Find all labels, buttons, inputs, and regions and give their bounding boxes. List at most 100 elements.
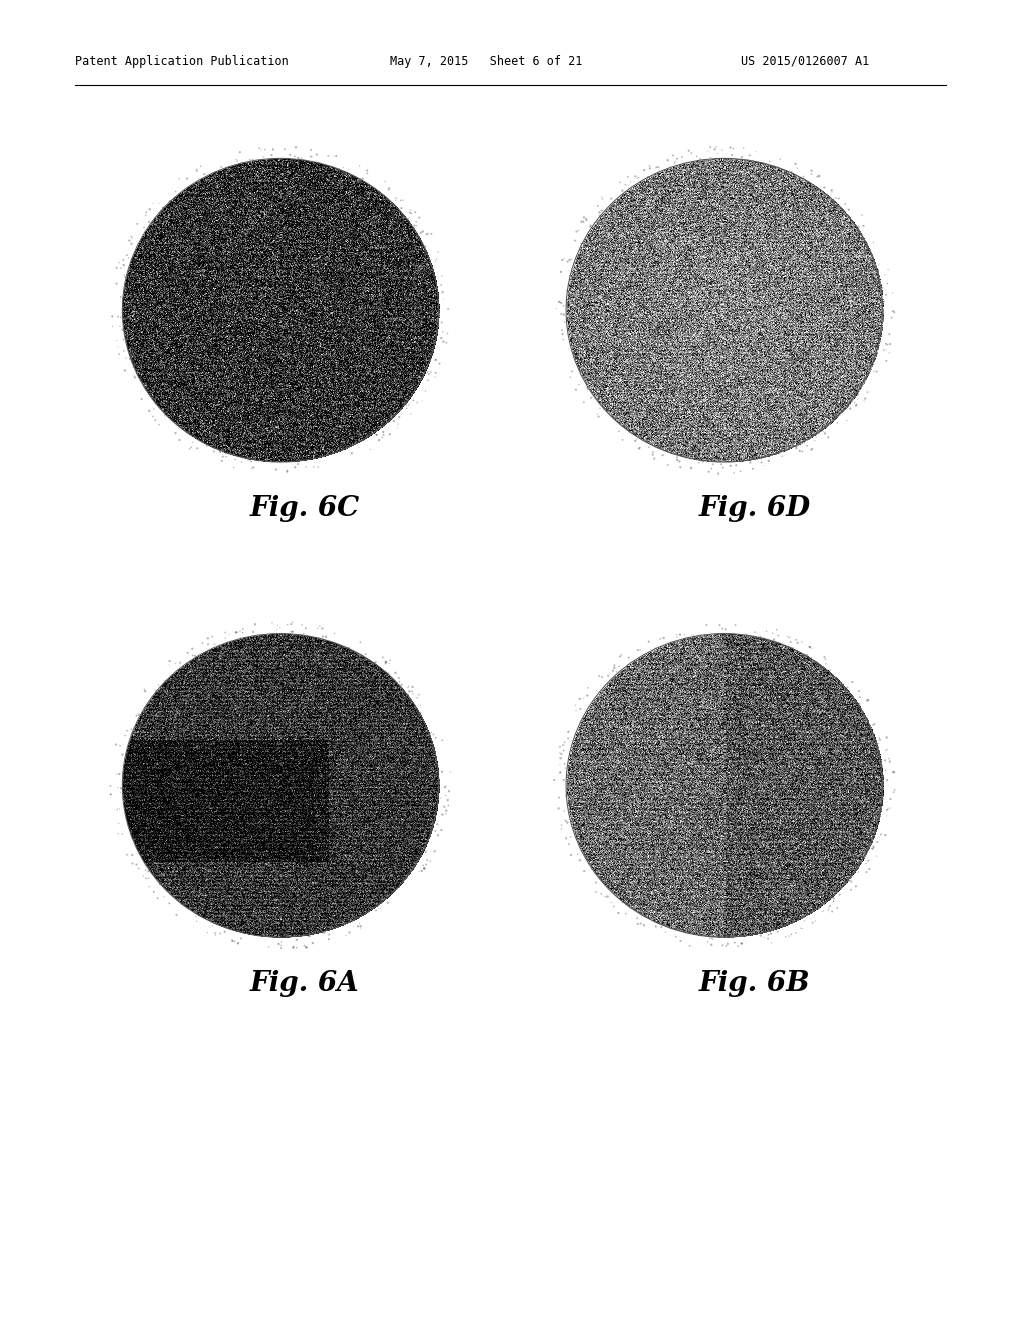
- Point: [434, 730, 450, 751]
- Point: [556, 785, 573, 807]
- Point: [619, 166, 635, 187]
- Point: [430, 354, 446, 375]
- Point: [668, 449, 685, 470]
- Point: [883, 282, 900, 304]
- Point: [120, 247, 137, 268]
- Point: [269, 615, 285, 636]
- Point: [148, 393, 164, 414]
- Point: [701, 136, 717, 157]
- Point: [340, 160, 357, 181]
- Point: [416, 858, 432, 879]
- Point: [227, 149, 244, 170]
- Point: [357, 644, 373, 665]
- Point: [112, 315, 128, 337]
- Point: [157, 405, 173, 426]
- Point: [340, 638, 357, 659]
- Point: [215, 446, 231, 467]
- Point: [337, 925, 354, 946]
- Point: [569, 843, 585, 865]
- Point: [593, 186, 609, 207]
- Point: [707, 136, 723, 157]
- Point: [156, 404, 172, 425]
- Point: [636, 160, 652, 181]
- Point: [257, 139, 273, 160]
- Point: [699, 932, 715, 953]
- Point: [369, 424, 385, 445]
- Point: [568, 700, 584, 721]
- Point: [779, 626, 795, 647]
- Point: [179, 168, 196, 189]
- Point: [752, 925, 768, 946]
- Point: [582, 216, 598, 238]
- Point: [610, 656, 627, 677]
- Point: [437, 785, 453, 807]
- Point: [229, 933, 246, 954]
- Point: [413, 861, 429, 882]
- Point: [823, 181, 840, 202]
- Point: [431, 352, 447, 374]
- Point: [641, 158, 657, 180]
- Point: [147, 409, 163, 430]
- Point: [115, 341, 131, 362]
- Point: [104, 306, 120, 327]
- Point: [759, 928, 775, 949]
- Point: [732, 461, 748, 482]
- Point: [233, 451, 250, 473]
- Point: [173, 894, 190, 915]
- Point: [801, 636, 817, 657]
- Point: [819, 899, 836, 920]
- Point: [108, 273, 124, 294]
- Point: [646, 638, 662, 659]
- Point: [665, 153, 682, 174]
- Point: [114, 763, 130, 784]
- Point: [228, 622, 245, 643]
- Point: [840, 199, 856, 220]
- Point: [124, 845, 141, 866]
- Point: [702, 458, 718, 479]
- Point: [142, 198, 158, 219]
- Point: [652, 916, 668, 937]
- Point: [265, 139, 281, 160]
- Point: [405, 858, 421, 879]
- Text: Fig. 6D: Fig. 6D: [698, 495, 810, 521]
- Point: [380, 180, 396, 201]
- Point: [552, 743, 569, 764]
- Point: [126, 836, 143, 857]
- Point: [230, 932, 247, 953]
- Point: [682, 449, 698, 470]
- Point: [411, 207, 427, 228]
- Point: [260, 936, 276, 957]
- Point: [694, 451, 710, 473]
- Point: [411, 861, 427, 882]
- Point: [434, 321, 450, 342]
- Point: [755, 455, 771, 477]
- Point: [839, 677, 855, 698]
- Point: [118, 347, 135, 368]
- Point: [731, 451, 747, 473]
- Point: [668, 148, 685, 169]
- Point: [762, 923, 779, 944]
- Point: [234, 622, 251, 643]
- Point: [557, 810, 574, 832]
- Point: [391, 671, 408, 692]
- Point: [558, 812, 575, 833]
- Point: [378, 652, 394, 673]
- Point: [436, 796, 452, 817]
- Point: [314, 618, 330, 639]
- Point: [860, 858, 876, 879]
- Point: [843, 871, 859, 892]
- Point: [838, 411, 854, 432]
- Point: [310, 457, 326, 478]
- Point: [575, 688, 591, 709]
- Point: [552, 304, 569, 325]
- Point: [552, 747, 569, 768]
- Point: [288, 929, 305, 950]
- Point: [820, 898, 837, 919]
- Point: [150, 887, 166, 908]
- Point: [417, 236, 433, 257]
- Point: [864, 836, 880, 857]
- Point: [867, 846, 883, 867]
- Point: [267, 459, 283, 480]
- Point: [109, 824, 125, 845]
- Point: [704, 929, 720, 950]
